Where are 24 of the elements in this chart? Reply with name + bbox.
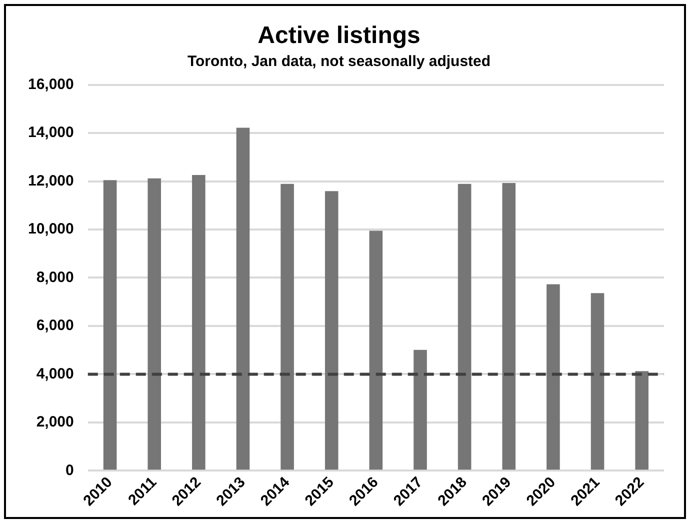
y-tick-label: 16,000 [28, 76, 74, 93]
bar [103, 180, 117, 470]
y-tick-label: 8,000 [36, 268, 74, 286]
chart-subtitle: Toronto, Jan data, not seasonally adjusted [187, 52, 491, 70]
y-tick-label: 4,000 [36, 365, 74, 382]
y-tick-label: 10,000 [28, 220, 74, 238]
y-tick-label: 12,000 [28, 172, 74, 190]
y-tick-label: 6,000 [36, 317, 74, 334]
bar [502, 182, 516, 470]
bar [148, 178, 161, 470]
y-tick-label: 2,000 [36, 414, 74, 431]
bar [635, 371, 648, 470]
bar [590, 293, 604, 470]
bar [280, 184, 294, 470]
bar [192, 175, 206, 470]
y-tick-label: 14,000 [28, 124, 74, 142]
bar [458, 184, 472, 470]
bar [324, 191, 338, 470]
y-tick-label: 0 [66, 462, 74, 479]
bar [369, 230, 383, 470]
bar [414, 350, 427, 470]
chart-title: Active listings [258, 22, 420, 50]
bar [236, 128, 250, 470]
bar [546, 284, 560, 470]
